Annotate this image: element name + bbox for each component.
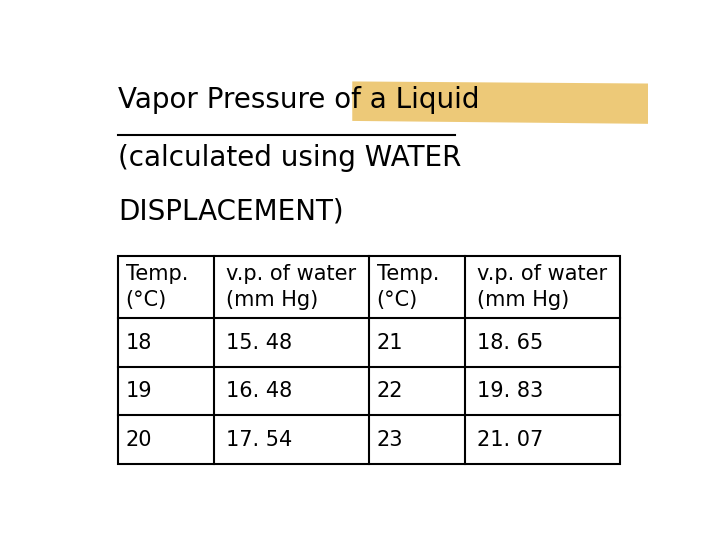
Text: 18: 18 bbox=[125, 333, 152, 353]
Text: Temp.
(°C): Temp. (°C) bbox=[125, 264, 188, 310]
Text: 20: 20 bbox=[125, 430, 152, 450]
Text: 23: 23 bbox=[377, 430, 403, 450]
Text: (calculated using WATER: (calculated using WATER bbox=[118, 144, 462, 172]
Text: 22: 22 bbox=[377, 381, 403, 401]
Text: v.p. of water
(mm Hg): v.p. of water (mm Hg) bbox=[226, 264, 356, 310]
Text: 19: 19 bbox=[125, 381, 152, 401]
Text: v.p. of water
(mm Hg): v.p. of water (mm Hg) bbox=[477, 264, 607, 310]
Text: 15. 48: 15. 48 bbox=[226, 333, 292, 353]
Text: 21. 07: 21. 07 bbox=[477, 430, 544, 450]
Bar bbox=[118, 256, 620, 464]
Text: 21: 21 bbox=[377, 333, 403, 353]
Polygon shape bbox=[352, 82, 648, 124]
Text: 19. 83: 19. 83 bbox=[477, 381, 544, 401]
Text: Vapor Pressure of a Liquid: Vapor Pressure of a Liquid bbox=[118, 85, 480, 113]
Text: DISPLACEMENT): DISPLACEMENT) bbox=[118, 198, 343, 226]
Text: 17. 54: 17. 54 bbox=[226, 430, 292, 450]
Text: 16. 48: 16. 48 bbox=[226, 381, 292, 401]
Text: 18. 65: 18. 65 bbox=[477, 333, 544, 353]
Text: Temp.
(°C): Temp. (°C) bbox=[377, 264, 439, 310]
